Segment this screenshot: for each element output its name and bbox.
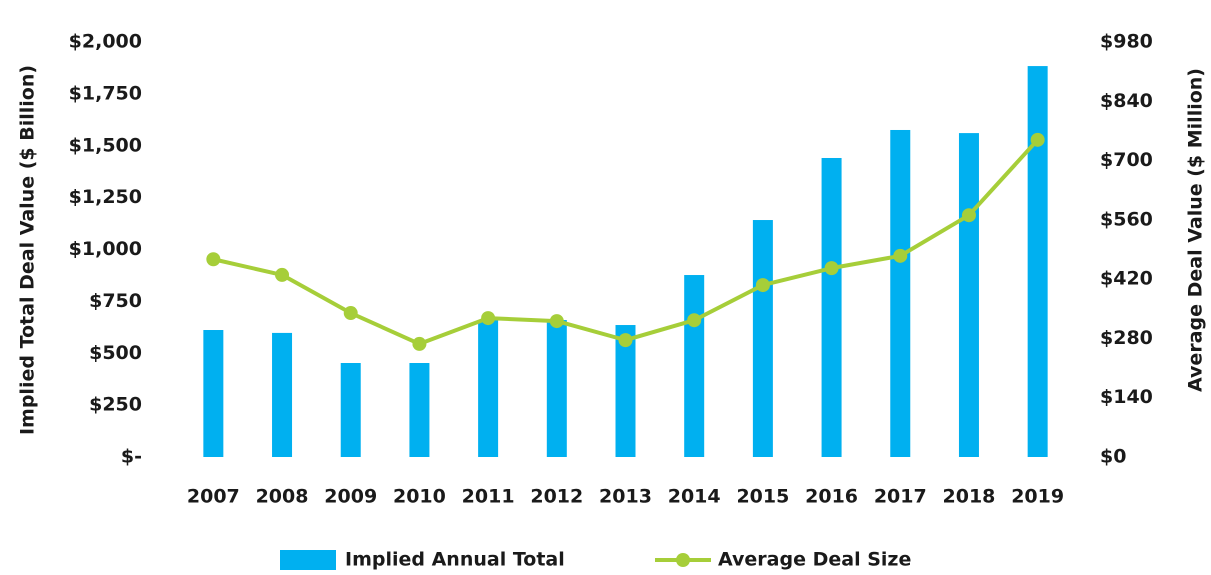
y2-tick-label: $560 xyxy=(1100,208,1153,230)
line-marker xyxy=(412,336,427,351)
y-tick-label: $250 xyxy=(89,394,142,416)
x-tick-label: 2011 xyxy=(462,486,515,508)
x-tick-label: 2019 xyxy=(1011,486,1064,508)
bar xyxy=(821,157,842,457)
y2-tick-label: $700 xyxy=(1100,149,1153,171)
line-marker xyxy=(549,314,564,329)
bar xyxy=(684,275,705,457)
line xyxy=(212,138,1040,346)
x-tick-label: 2017 xyxy=(874,486,927,508)
line-marker xyxy=(893,248,908,263)
x-tick-label: 2012 xyxy=(530,486,583,508)
bar xyxy=(958,133,979,457)
y-tick-label: $1,500 xyxy=(69,134,142,156)
y-tick-label: $1,000 xyxy=(69,238,142,260)
legend-label: Implied Annual Total xyxy=(345,549,565,571)
x-tick-label: 2007 xyxy=(187,486,240,508)
line-marker xyxy=(755,278,770,293)
bar xyxy=(340,363,361,457)
legend-swatch xyxy=(280,550,336,570)
bar xyxy=(478,320,499,457)
bar xyxy=(409,363,430,457)
y2-tick-label: $280 xyxy=(1100,327,1153,349)
y-tick-label: $- xyxy=(121,446,142,468)
line-marker xyxy=(343,306,358,321)
line-marker xyxy=(1030,132,1045,147)
line-marker xyxy=(275,267,290,282)
x-tick-label: 2014 xyxy=(668,486,721,508)
y2-tick-label: $980 xyxy=(1100,31,1153,53)
line-marker xyxy=(618,333,633,348)
legend-marker xyxy=(676,553,690,567)
y-tick-label: $2,000 xyxy=(69,31,142,53)
y-tick-label: $1,250 xyxy=(69,186,142,208)
y2-axis-title: Average Deal Value ($ Million) xyxy=(1185,68,1207,392)
line-marker xyxy=(481,311,496,326)
bar xyxy=(1027,66,1048,457)
y2-tick-label: $420 xyxy=(1100,268,1153,290)
y2-tick-label: $140 xyxy=(1100,386,1153,408)
x-tick-label: 2018 xyxy=(943,486,996,508)
bar xyxy=(203,330,224,457)
line-marker xyxy=(961,208,976,223)
bar xyxy=(752,220,773,457)
bar xyxy=(890,129,911,458)
y-axis-title: Implied Total Deal Value ($ Billion) xyxy=(17,65,39,435)
legend-label: Average Deal Size xyxy=(718,549,911,571)
y2-tick-label: $0 xyxy=(1100,446,1126,468)
bar xyxy=(546,320,567,457)
x-tick-label: 2010 xyxy=(393,486,446,508)
x-tick-label: 2015 xyxy=(736,486,789,508)
y-tick-label: $750 xyxy=(89,290,142,312)
line-marker xyxy=(687,313,702,328)
line-marker xyxy=(824,261,839,276)
y-tick-label: $1,750 xyxy=(69,82,142,104)
bar xyxy=(272,332,293,457)
line-marker xyxy=(206,252,221,267)
bar xyxy=(615,325,636,457)
y-tick-label: $500 xyxy=(89,342,142,364)
y2-tick-label: $840 xyxy=(1100,90,1153,112)
x-tick-label: 2013 xyxy=(599,486,652,508)
x-tick-label: 2016 xyxy=(805,486,858,508)
x-tick-label: 2009 xyxy=(324,486,377,508)
x-tick-label: 2008 xyxy=(256,486,309,508)
